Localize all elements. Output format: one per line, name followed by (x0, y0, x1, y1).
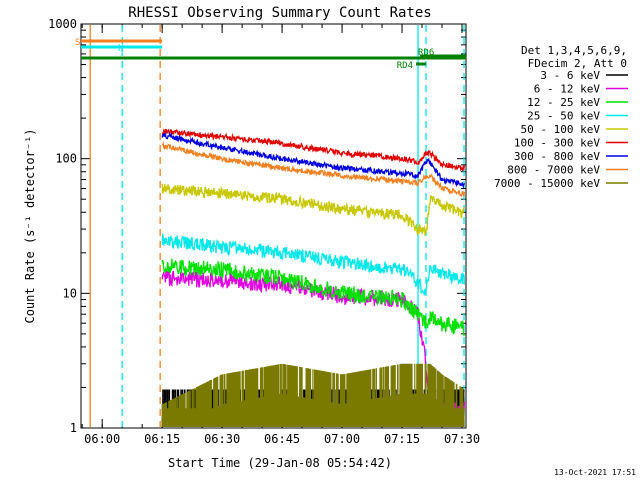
annotation-label: RD6 (418, 48, 434, 58)
x-tick-label: 07:00 (324, 432, 360, 446)
legend-header-line: Det 1,3,4,5,6,9, (521, 44, 627, 57)
series-group (161, 363, 465, 427)
annotation-label: RD4 (397, 61, 413, 71)
series-group (161, 233, 466, 296)
y-tick-label: 1000 (48, 17, 77, 31)
plot-area: 1 10 100 1000 06:00 06:15 06:30 06:45 07:00 07:15… (48, 17, 628, 446)
series-group (161, 128, 466, 172)
x-tick-label: 06:30 (204, 432, 240, 446)
x-tick-label: 06:45 (264, 432, 300, 446)
legend-label: 7000 - 15000 keV (494, 177, 600, 190)
series-group (161, 258, 466, 336)
legend-header: Det 1,3,4,5,6,9, FDecim 2, Att 0 (521, 44, 627, 70)
series-line (161, 131, 466, 189)
legend-label: 100 - 300 keV (514, 137, 600, 150)
chart-title: RHESSI Observing Summary Count Rates (128, 5, 431, 21)
series-line (161, 183, 465, 237)
legend-label: 25 - 50 keV (527, 110, 600, 123)
series-line (161, 363, 465, 427)
legend-label: 300 - 800 keV (514, 150, 600, 163)
y-axis-label: Count Rate (s⁻¹ detector⁻¹) (23, 128, 37, 323)
x-tick-label: 06:00 (84, 432, 120, 446)
series-group (161, 183, 465, 237)
series-line (161, 128, 466, 172)
series-group (161, 131, 466, 189)
legend-header-line: FDecim 2, Att 0 (528, 57, 627, 70)
y-tick-label: 1 (70, 421, 77, 435)
legend-label: 50 - 100 keV (521, 123, 601, 136)
x-tick-label: 06:15 (144, 432, 180, 446)
legend-label: 6 - 12 keV (534, 83, 601, 96)
plot-frame (80, 23, 467, 429)
x-axis-label: Start Time (29-Jan-08 05:54:42) (168, 456, 392, 470)
series-line (161, 258, 466, 336)
series-group (161, 140, 466, 198)
footer-timestamp: 13-Oct-2021 17:51 (554, 468, 636, 477)
y-tick-label: 10 (63, 286, 77, 300)
x-tick-label: 07:30 (444, 432, 480, 446)
series-line (161, 140, 466, 198)
y-tick-label: 100 (55, 152, 77, 166)
x-tick-label: 07:15 (384, 432, 420, 446)
series-line (161, 233, 466, 296)
annotation-label: S (75, 38, 80, 48)
annotation-label: N (118, 44, 123, 54)
legend-label: 3 - 6 keV (540, 69, 600, 82)
legend-label: 800 - 7000 keV (507, 164, 600, 177)
legend-label: 12 - 25 keV (527, 96, 600, 109)
